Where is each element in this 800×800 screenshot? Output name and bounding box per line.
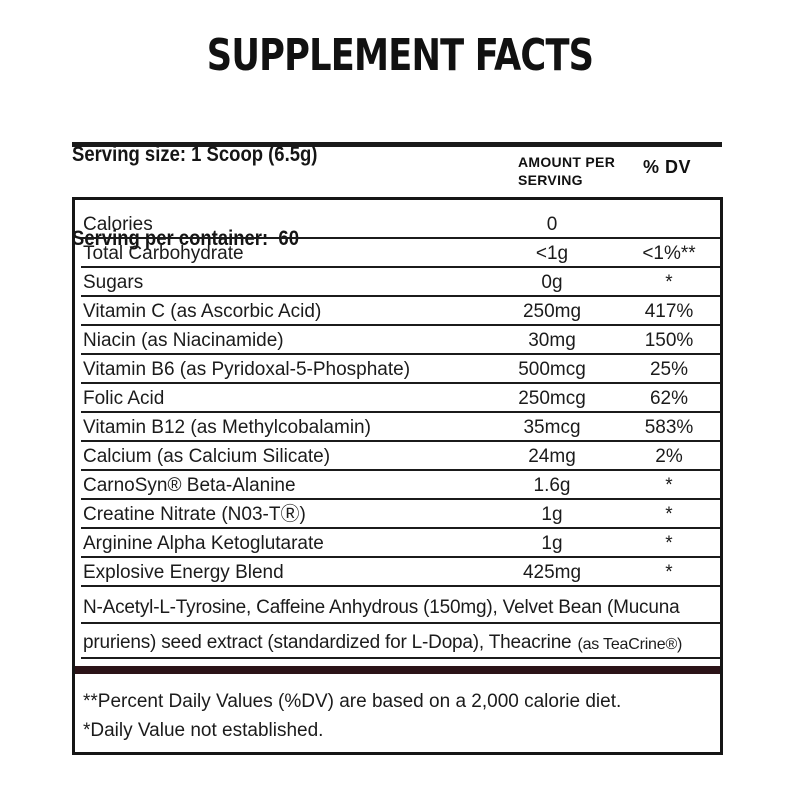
serving-size-line: Serving size: 1 Scoop (6.5g) [72,143,318,166]
amount-value: 425mg [522,562,582,583]
table-row: Total Carbohydrate <1g <1%** [75,239,720,268]
column-header-amount: AMOUNT PER SERVING [518,153,615,189]
amount-value: 250mg [522,301,582,322]
blend-description-text1: N-Acetyl-L-Tyrosine, Caffeine Anhydrous … [83,597,680,618]
nutrient-name: Folic Acid [83,388,165,409]
amount-value: 1g [541,533,563,554]
servings-per-container-line: Serving per container: 60 [72,227,299,250]
header-divider [72,142,722,147]
nutrient-name: Sugars [83,272,144,293]
dv-value: 583% [644,417,694,438]
amount-value: 500mcg [518,359,586,380]
nutrient-name: Niacin (as Niacinamide) [83,330,284,351]
dv-value: * [665,533,673,554]
table-row: Sugars 0g * [75,268,720,297]
column-header-amount-line2: SERVING [518,172,583,188]
dv-value: * [665,272,673,293]
amount-value: 30mg [528,330,576,351]
separator-bar [75,666,720,674]
nutrient-name: Vitamin B12 (as Methylcobalamin) [83,417,371,438]
amount-value: 35mcg [523,417,581,438]
table-row: CarnoSyn® Beta-Alanine 1.6g * [75,471,720,500]
table-row: Explosive Energy Blend 425mg * [75,558,720,587]
nutrient-name: Calories [83,214,153,235]
footnote-not-established: *Daily Value not established. [83,720,324,741]
table-row: Creatine Nitrate (N03-TⓇ) 1g * [75,500,720,529]
serving-info: Serving size: 1 Scoop (6.5g) Serving per… [72,85,317,309]
table-row: Folic Acid 250mcg 62% [75,384,720,413]
table-row: Arginine Alpha Ketoglutarate 1g * [75,529,720,558]
blend-description-line1: N-Acetyl-L-Tyrosine, Caffeine Anhydrous … [75,587,720,624]
table-row: Niacin (as Niacinamide) 30mg 150% [75,326,720,355]
dv-value: 2% [655,446,683,467]
nutrient-name: Vitamin B6 (as Pyridoxal-5-Phosphate) [83,359,411,380]
amount-value: 0 [546,214,558,235]
nutrient-name: Explosive Energy Blend [83,562,284,583]
blend-description-line2: pruriens) seed extract (standardized for… [75,624,720,659]
teacrine-note: (as TeaCrine®) [577,636,683,653]
dv-value: 150% [644,330,694,351]
amount-value: 1.6g [533,475,571,496]
dv-value: * [665,504,673,525]
table-row: Vitamin B6 (as Pyridoxal-5-Phosphate) 50… [75,355,720,384]
nutrient-name: Arginine Alpha Ketoglutarate [83,533,324,554]
dv-value: 417% [644,301,694,322]
footnote-dv-basis: **Percent Daily Values (%DV) are based o… [83,691,622,712]
dv-value [618,210,720,239]
table-row: Calcium (as Calcium Silicate) 24mg 2% [75,442,720,471]
amount-value: 250mcg [518,388,586,409]
amount-value: 24mg [528,446,576,467]
column-header-dv: % DV [643,157,692,177]
amount-value: 1g [541,504,563,525]
supplement-facts-table: Calories 0 Total Carbohydrate <1g <1%** … [72,197,723,755]
nutrient-name: Calcium (as Calcium Silicate) [83,446,331,467]
amount-value: <1g [535,243,569,264]
column-header-amount-line1: AMOUNT PER [518,154,616,170]
table-row: Vitamin B12 (as Methylcobalamin) 35mcg 5… [75,413,720,442]
amount-value: 0g [541,272,563,293]
table-row: Calories 0 [75,210,720,239]
page-title: SUPPLEMENT FACTS [206,30,594,81]
footnotes: **Percent Daily Values (%DV) are based o… [75,674,720,745]
nutrient-name: Vitamin C (as Ascorbic Acid) [83,301,322,322]
dv-value: <1%** [642,243,696,264]
blend-description-text2: pruriens) seed extract (standardized for… [83,632,572,653]
dv-value: * [665,562,673,583]
nutrient-name: Total Carbohydrate [83,243,244,264]
table-row: Vitamin C (as Ascorbic Acid) 250mg 417% [75,297,720,326]
dv-value: 25% [649,359,689,380]
dv-value: 62% [649,388,689,409]
dv-value: * [665,475,673,496]
nutrient-name: CarnoSyn® Beta-Alanine [83,475,296,496]
nutrient-name: Creatine Nitrate (N03-TⓇ) [83,504,306,525]
